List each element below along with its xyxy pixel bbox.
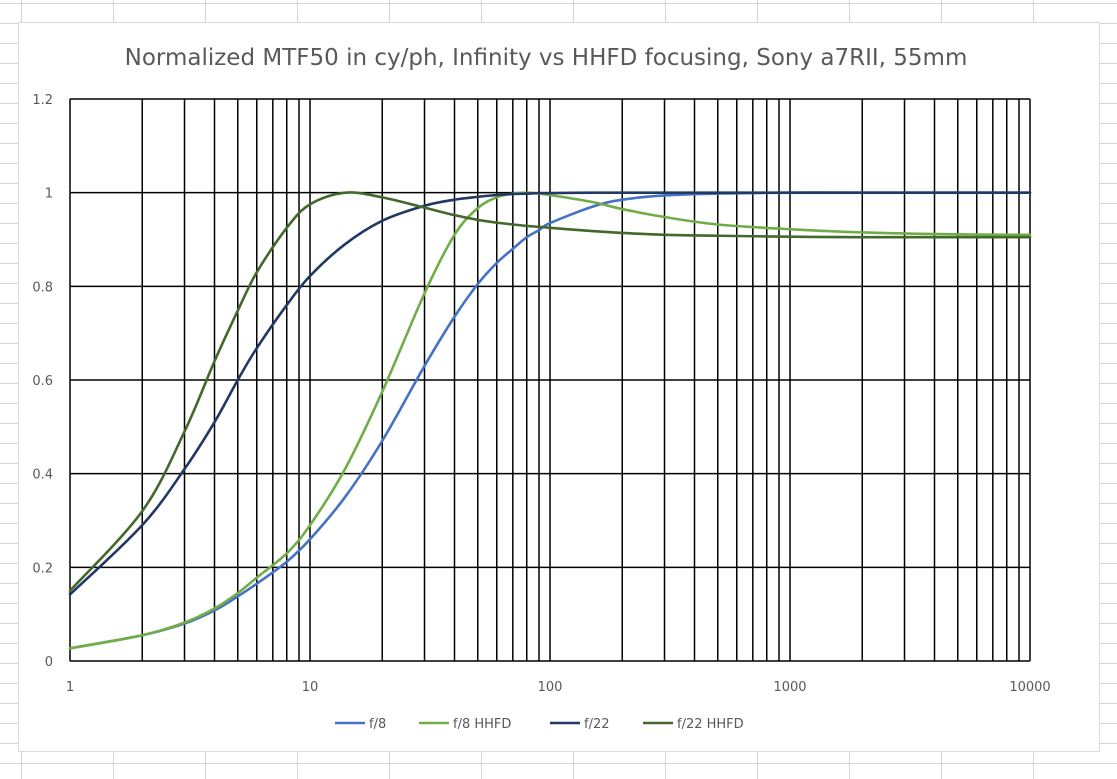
x-tick-label: 1000 [773,680,806,695]
x-tick-label: 100 [538,680,563,695]
x-tick-label: 10000 [1009,680,1050,695]
x-tick-label: 10 [302,680,319,695]
series-line-f-22 [68,191,1032,596]
legend-label: f/22 HHFD [677,717,744,732]
grid-layer [69,98,1031,662]
legend-label: f/8 [369,717,386,732]
chart-svg: Normalized MTF50 in cy/ph, Infinity vs H… [32,45,1050,732]
y-tick-label: 0.8 [32,280,53,295]
y-tick-label: 0.4 [32,468,53,483]
chart-title: Normalized MTF50 in cy/ph, Infinity vs H… [125,45,968,71]
y-tick-label: 0 [45,655,53,670]
series-layer [68,191,1032,650]
series-line-f-8-hhfd [68,191,1032,650]
axis-labels: 0 0.2 0.4 0.6 0.8 1 1.2 1 10 100 1000 10000 [32,93,1050,695]
legend-label: f/22 [584,717,610,732]
legend: f/8 f/8 HHFD f/22 f/22 HHFD [335,717,744,732]
chart-area: Normalized MTF50 in cy/ph, Infinity vs H… [18,22,1100,752]
y-tick-label: 0.2 [32,561,53,576]
x-tick-label: 1 [66,680,74,695]
y-tick-label: 1.2 [32,93,53,108]
y-tick-label: 1 [45,187,53,202]
series-line-f-22-hhfd [68,191,1032,593]
y-tick-label: 0.6 [32,374,53,389]
legend-label: f/8 HHFD [453,717,511,732]
